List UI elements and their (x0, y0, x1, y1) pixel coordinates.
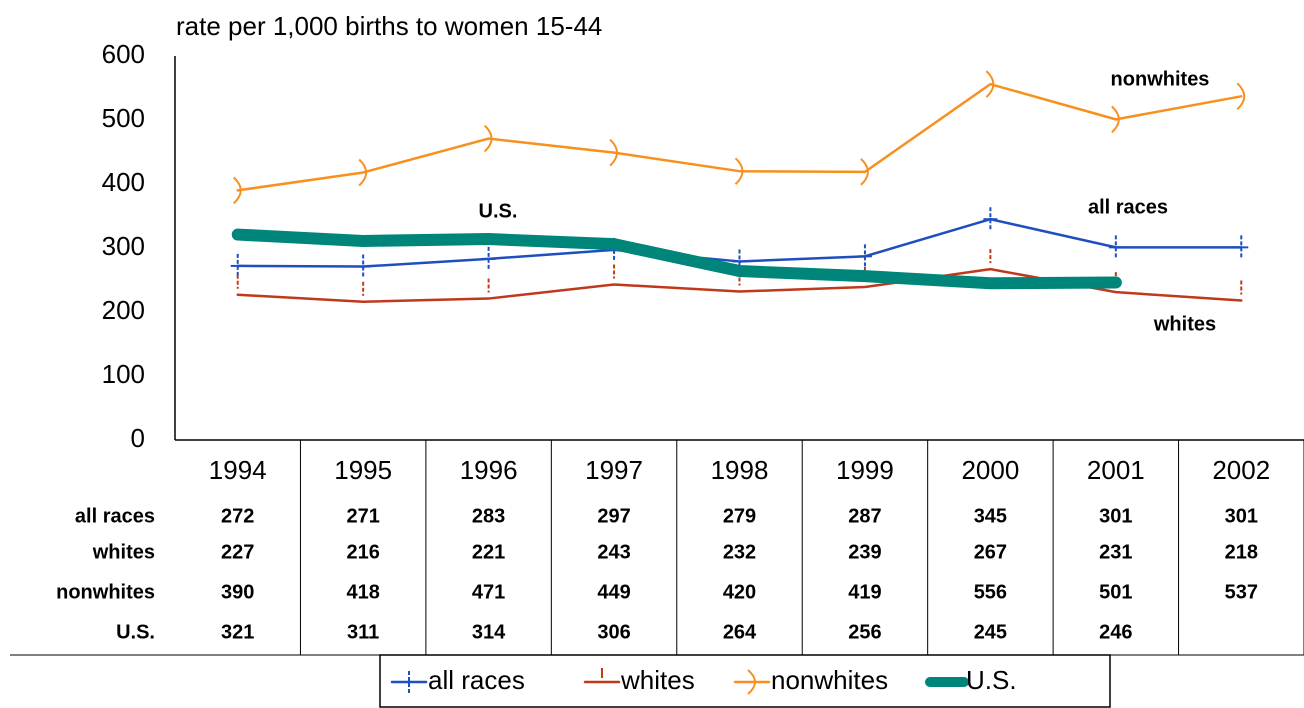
table-cell: 264 (723, 621, 757, 643)
table-cell: 297 (597, 505, 630, 527)
table-cell: 301 (1099, 505, 1132, 527)
x-tick-label: 1998 (711, 455, 769, 485)
table-cell: 239 (848, 541, 881, 563)
marker (233, 176, 242, 205)
table-cell: 231 (1099, 541, 1132, 563)
x-tick-label: 2002 (1212, 455, 1270, 485)
annotation: U.S. (479, 200, 518, 222)
table-cell: 267 (974, 541, 1007, 563)
legend-swatch (747, 669, 756, 695)
legend-label: whites (620, 665, 695, 695)
table-cell: 271 (346, 505, 379, 527)
table-row-label: nonwhites (56, 581, 155, 603)
table-cell: 420 (723, 581, 756, 603)
table-cell: 246 (1099, 621, 1132, 643)
table-row-label: all races (75, 505, 155, 527)
table-row-label: whites (92, 541, 155, 563)
table-cell: 556 (974, 581, 1007, 603)
table-cell: 218 (1225, 541, 1258, 563)
x-tick-label: 2001 (1087, 455, 1145, 485)
table-cell: 279 (723, 505, 756, 527)
legend-box (379, 654, 1111, 708)
table-cell: 283 (472, 505, 505, 527)
legend-label: nonwhites (771, 665, 888, 695)
table-cell: 245 (974, 621, 1007, 643)
marker (358, 158, 368, 187)
y-tick-label: 600 (102, 39, 145, 69)
y-tick-label: 200 (102, 295, 145, 325)
table-cell: 471 (472, 581, 505, 603)
y-tick-label: 0 (131, 423, 145, 453)
y-axis-label: rate per 1,000 births to women 15-44 (176, 11, 602, 41)
x-tick-label: 1997 (585, 455, 643, 485)
annotation: all races (1088, 196, 1168, 218)
y-tick-label: 300 (102, 231, 145, 261)
table-cell: 390 (221, 581, 254, 603)
x-tick-label: 1999 (836, 455, 894, 485)
marker (609, 138, 619, 167)
table-row-label: U.S. (116, 621, 155, 643)
x-tick-label: 2000 (961, 455, 1019, 485)
table-cell: 256 (848, 621, 881, 643)
marker (1111, 105, 1120, 134)
table-cell: 287 (848, 505, 881, 527)
y-tick-label: 100 (102, 359, 145, 389)
table-cell: 345 (974, 505, 1007, 527)
table-cell: 301 (1225, 505, 1258, 527)
table-cell: 537 (1225, 581, 1258, 603)
series-line (231, 228, 1122, 290)
y-tick-label: 500 (102, 103, 145, 133)
table-cell: 501 (1099, 581, 1132, 603)
x-tick-label: 1994 (209, 455, 267, 485)
table-cell: 232 (723, 541, 756, 563)
marker (483, 124, 493, 153)
table-cell: 449 (597, 581, 630, 603)
table-cell: 321 (221, 621, 254, 643)
marker (860, 158, 869, 186)
annotation: nonwhites (1111, 68, 1210, 90)
marker (1236, 82, 1246, 111)
table-cell: 314 (472, 621, 506, 643)
annotation: whites (1153, 313, 1216, 335)
marker (985, 70, 995, 98)
table-cell: 311 (347, 621, 379, 643)
table-cell: 216 (346, 541, 379, 563)
table-cell: 221 (472, 541, 505, 563)
table-cell: 306 (597, 621, 630, 643)
x-tick-label: 1996 (460, 455, 518, 485)
table-cell: 419 (848, 581, 881, 603)
table-cell: 418 (346, 581, 379, 603)
series-line (236, 82, 1243, 192)
y-tick-label: 400 (102, 167, 145, 197)
table-cell: 243 (597, 541, 630, 563)
legend-label: U.S. (966, 665, 1017, 695)
legend-label: all races (428, 665, 525, 695)
x-tick-label: 1995 (334, 455, 392, 485)
table-cell: 272 (221, 505, 254, 527)
table-cell: 227 (221, 541, 254, 563)
marker (734, 157, 744, 185)
